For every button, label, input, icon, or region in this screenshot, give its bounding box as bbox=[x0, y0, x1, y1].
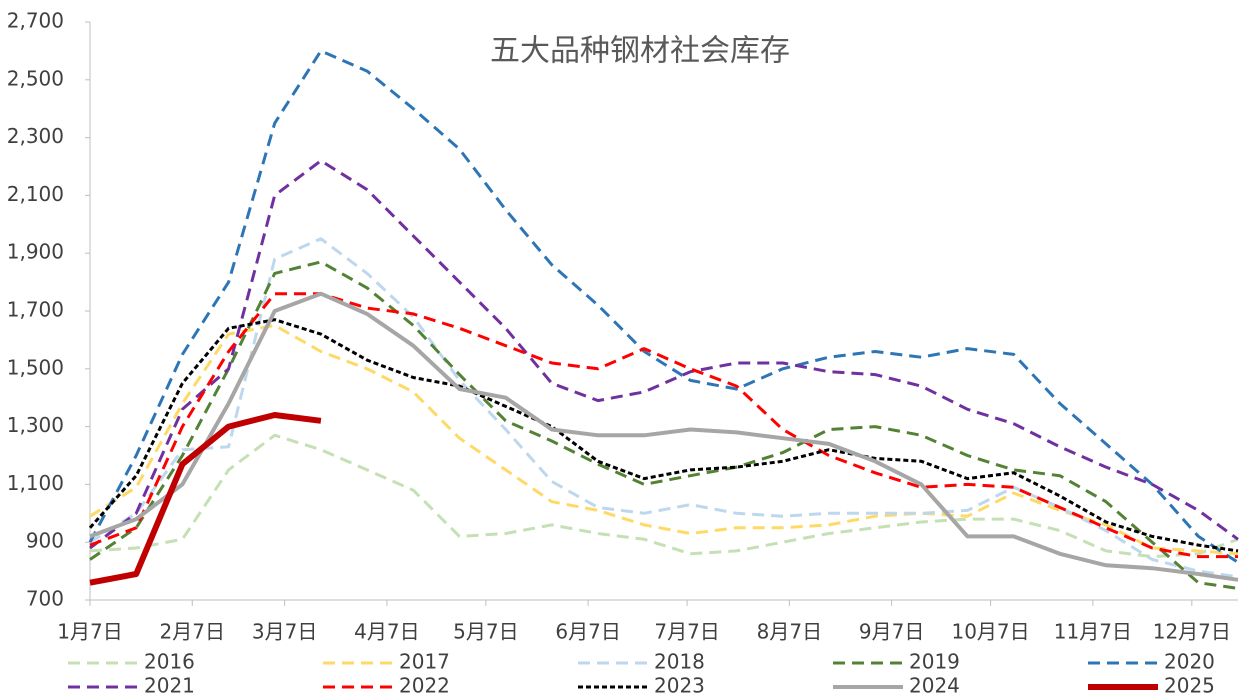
legend-label: 2017 bbox=[399, 650, 450, 674]
x-tick-label: 1月7日 bbox=[57, 620, 122, 644]
legend-label: 2025 bbox=[1164, 674, 1215, 698]
series-line bbox=[88, 318, 1239, 553]
y-tick-label: 2,500 bbox=[7, 66, 64, 90]
x-tick-label: 2月7日 bbox=[160, 620, 225, 644]
legend-label: 2016 bbox=[144, 650, 195, 674]
series-line bbox=[89, 292, 1238, 559]
x-tick-label: 4月7日 bbox=[354, 620, 419, 644]
x-tick-label: 7月7日 bbox=[654, 620, 719, 644]
y-tick-label: 900 bbox=[26, 529, 64, 553]
x-tick-label: 5月7日 bbox=[453, 620, 518, 644]
y-tick-label: 2,700 bbox=[7, 9, 64, 33]
legend-label: 2023 bbox=[654, 674, 705, 698]
y-tick-label: 1,100 bbox=[7, 471, 64, 495]
chart-title: 五大品种钢材社会库存 bbox=[490, 34, 790, 69]
legend-label: 2024 bbox=[909, 674, 960, 698]
y-tick-label: 1,500 bbox=[7, 355, 64, 379]
legend-label: 2021 bbox=[144, 674, 195, 698]
series-line bbox=[89, 412, 322, 586]
x-tick-label: 10月7日 bbox=[951, 620, 1029, 644]
x-tick-label: 8月7日 bbox=[757, 620, 822, 644]
legend-label: 2022 bbox=[399, 674, 450, 698]
y-tick-label: 1,300 bbox=[7, 413, 64, 437]
x-tick-label: 9月7日 bbox=[859, 620, 924, 644]
legend-label: 2020 bbox=[1164, 650, 1215, 674]
legend-label: 2018 bbox=[654, 650, 705, 674]
series-line bbox=[89, 159, 1239, 550]
series-line bbox=[88, 49, 1239, 564]
series-line bbox=[89, 237, 1239, 579]
legend-label: 2019 bbox=[909, 650, 960, 674]
series-line bbox=[89, 323, 1239, 556]
x-tick-label: 6月7日 bbox=[555, 620, 620, 644]
x-tick-label: 3月7日 bbox=[252, 620, 317, 644]
y-tick-label: 2,300 bbox=[7, 124, 64, 148]
y-tick-label: 2,100 bbox=[7, 182, 64, 206]
y-tick-label: 700 bbox=[26, 587, 64, 611]
y-tick-label: 1,900 bbox=[7, 240, 64, 264]
x-tick-label: 12月7日 bbox=[1153, 620, 1231, 644]
series-line bbox=[89, 291, 1239, 582]
y-tick-label: 1,700 bbox=[7, 298, 64, 322]
series-line bbox=[89, 433, 1239, 559]
series-line bbox=[89, 260, 1239, 590]
x-tick-label: 11月7日 bbox=[1054, 620, 1132, 644]
